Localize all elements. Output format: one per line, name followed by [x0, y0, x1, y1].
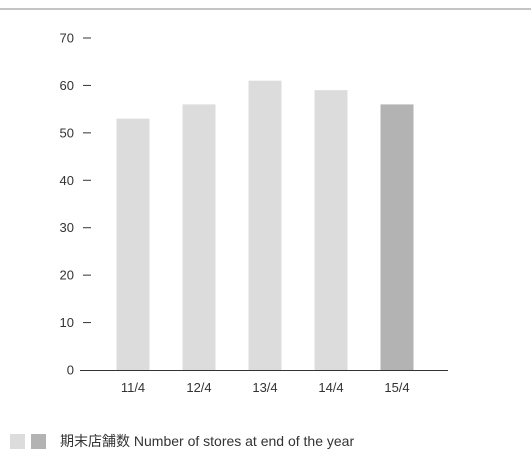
legend-label: 期末店舗数 Number of stores at end of the yea… [60, 433, 355, 449]
x-tick-label: 14/4 [318, 380, 343, 395]
x-tick-label: 13/4 [252, 380, 277, 395]
legend-swatch-dark [31, 433, 46, 449]
bar-13-4 [248, 80, 282, 370]
y-tick-label: 30 [60, 220, 74, 235]
legend-swatch-light [10, 433, 25, 449]
bar-12-4 [182, 104, 216, 371]
y-tick-label: 50 [60, 125, 74, 140]
y-tick-label: 70 [60, 31, 74, 46]
y-tick-label: 0 [67, 363, 74, 378]
y-tick-label: 20 [60, 268, 74, 283]
y-tick-label: 40 [60, 173, 74, 188]
y-axis: 0 10 20 30 40 50 60 70 [60, 31, 91, 378]
bar-11-4 [116, 118, 150, 370]
x-tick-label: 15/4 [384, 380, 409, 395]
y-tick-label: 10 [60, 315, 74, 330]
bar-15-4 [380, 104, 414, 371]
bar-14-4 [314, 90, 348, 371]
legend: 期末店舗数 Number of stores at end of the yea… [10, 431, 354, 451]
bars [116, 80, 414, 371]
x-tick-label: 12/4 [186, 380, 211, 395]
x-tick-label: 11/4 [121, 380, 145, 395]
y-tick-label: 60 [60, 78, 74, 93]
x-axis: 11/4 12/4 13/4 14/4 15/4 [80, 370, 448, 395]
